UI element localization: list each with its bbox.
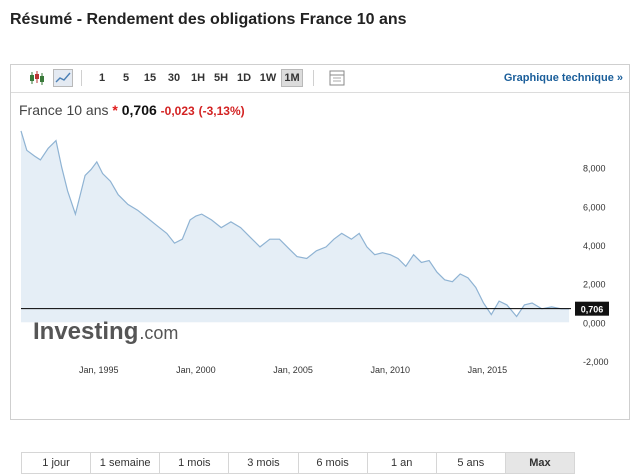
y-tick-label: 2,000 — [583, 280, 606, 290]
interval-1d[interactable]: 1D — [236, 72, 252, 84]
toolbar-divider — [313, 70, 314, 86]
interval-30[interactable]: 30 — [167, 72, 181, 84]
range-1-month[interactable]: 1 mois — [160, 453, 230, 473]
investing-logo-suffix: .com — [139, 323, 178, 343]
page-title: Résumé - Rendement des obligations Franc… — [10, 11, 407, 28]
interval-1w[interactable]: 1W — [259, 72, 277, 84]
candlestick-icon[interactable] — [27, 69, 47, 87]
interval-1h[interactable]: 1H — [190, 72, 206, 84]
yield-chart[interactable]: 8,000 6,000 4,000 2,000 0,000 -2,000 Jan, 1995… — [11, 125, 629, 375]
chart-area[interactable]: 8,000 6,000 4,000 2,000 0,000 -2,000 Jan, 1995… — [11, 125, 629, 375]
series-line — [20, 130, 570, 318]
instrument-name: France 10 ans — [19, 102, 109, 118]
price-change-percent: (-3,13%) — [198, 104, 245, 118]
series-area-fill — [21, 130, 570, 323]
x-tick-label: Jan, 2010 — [370, 365, 410, 375]
x-tick-label: Jan, 2000 — [176, 365, 216, 375]
interval-15[interactable]: 15 — [143, 72, 157, 84]
interval-1[interactable]: 1 — [98, 72, 106, 84]
interval-5h[interactable]: 5H — [213, 72, 229, 84]
current-value-label: 0,706 — [581, 305, 604, 315]
x-tick-label: Jan, 2015 — [468, 365, 508, 375]
range-3-months[interactable]: 3 mois — [229, 453, 299, 473]
x-tick-label: Jan, 1995 — [79, 365, 119, 375]
range-1-day[interactable]: 1 jour — [22, 453, 92, 473]
x-tick-label: Jan, 2005 — [273, 365, 313, 375]
range-5-years[interactable]: 5 ans — [437, 453, 506, 473]
quote-line: France 10 ans * 0,706 -0,023 (-3,13%) — [19, 101, 245, 120]
range-max[interactable]: Max — [505, 453, 574, 473]
chart-toolbar: 1 5 15 30 1H 5H 1D 1W 1M Graphique techn… — [11, 65, 629, 93]
range-1-week[interactable]: 1 semaine — [91, 453, 161, 473]
star-marker: * — [112, 102, 118, 118]
range-selector: 1 jour 1 semaine 1 mois 3 mois 6 mois 1 … — [21, 452, 575, 474]
y-tick-label: 4,000 — [583, 241, 606, 251]
y-tick-label: -2,000 — [583, 357, 609, 367]
layout-icon[interactable] — [327, 69, 347, 87]
interval-5[interactable]: 5 — [122, 72, 130, 84]
current-value-badge — [575, 301, 609, 316]
range-6-months[interactable]: 6 mois — [299, 453, 368, 473]
investing-logo: Investing — [33, 318, 138, 345]
last-price: 0,706 — [121, 102, 157, 118]
range-1-year[interactable]: 1 an — [368, 453, 437, 473]
chart-widget: 1 5 15 30 1H 5H 1D 1W 1M Graphique techn… — [10, 64, 630, 474]
toolbar-divider — [81, 70, 82, 86]
y-tick-label: 8,000 — [583, 164, 606, 174]
y-tick-label: 0,000 — [583, 318, 606, 328]
price-change: -0,023 — [160, 104, 195, 118]
area-chart-icon[interactable] — [53, 69, 73, 87]
y-tick-label: 6,000 — [583, 202, 606, 212]
technical-chart-link[interactable]: Graphique technique » — [503, 72, 623, 84]
interval-1m[interactable]: 1M — [281, 69, 303, 87]
